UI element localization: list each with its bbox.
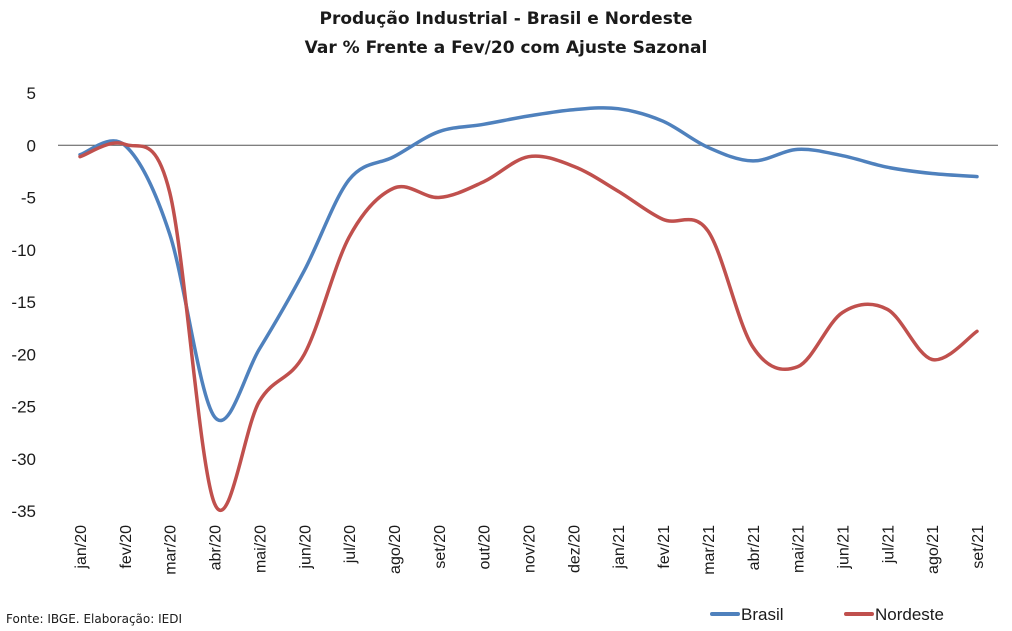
legend: Brasil Nordeste [710,605,944,624]
y-tick-label: -25 [11,398,36,417]
series-line-brasil [78,106,979,422]
x-tick-label: mar/21 [701,525,718,575]
y-tick-label: 5 [27,84,36,103]
y-tick-label: -15 [11,293,36,312]
source-note: Fonte: IBGE. Elaboração: IEDI [6,612,182,626]
x-tick-label: mai/21 [791,525,808,573]
x-tick-label: jan/21 [611,525,628,570]
x-tick-label: abr/21 [746,525,763,570]
y-tick-label: -20 [11,345,36,364]
x-tick-label: set/21 [970,525,987,569]
x-tick-label: ago/21 [925,525,942,574]
y-tick-label: -30 [11,450,36,469]
y-tick-label: -10 [11,241,36,260]
x-tick-label: ago/20 [387,525,404,574]
x-tick-label: jun/20 [297,525,314,570]
series-lines [78,106,979,513]
x-tick-label: jun/21 [835,525,852,570]
legend-label-brasil: Brasil [741,605,784,624]
x-axis-ticks: jan/20 fev/20 mar/20 abr/20 mai/20 jun/20 jul/… [73,525,987,575]
chart-subtitle: Var % Frente a Fev/20 com Ajuste Sazonal [305,38,708,58]
x-tick-label: jul/21 [880,525,897,564]
y-tick-label: 0 [27,136,36,155]
x-tick-label: jul/20 [342,525,359,564]
chart-title: Produção Industrial - Brasil e Nordeste [319,9,692,29]
x-tick-label: fev/21 [656,525,673,569]
x-tick-label: mai/20 [252,525,269,573]
series-line-nordeste [78,141,979,513]
x-tick-label: nov/20 [522,525,539,573]
x-tick-label: dez/20 [566,525,583,573]
y-tick-label: -35 [11,502,36,521]
x-tick-label: jan/20 [73,525,90,570]
y-axis-ticks: 5 0 -5 -10 -15 -20 -25 -30 -35 [11,84,36,521]
x-tick-label: mar/20 [163,525,180,575]
x-tick-label: abr/20 [208,525,225,570]
x-tick-label: out/20 [477,525,494,570]
x-tick-label: set/20 [432,525,449,569]
legend-label-nordeste: Nordeste [875,605,944,624]
y-tick-label: -5 [21,189,36,208]
x-tick-label: fev/20 [118,525,135,569]
